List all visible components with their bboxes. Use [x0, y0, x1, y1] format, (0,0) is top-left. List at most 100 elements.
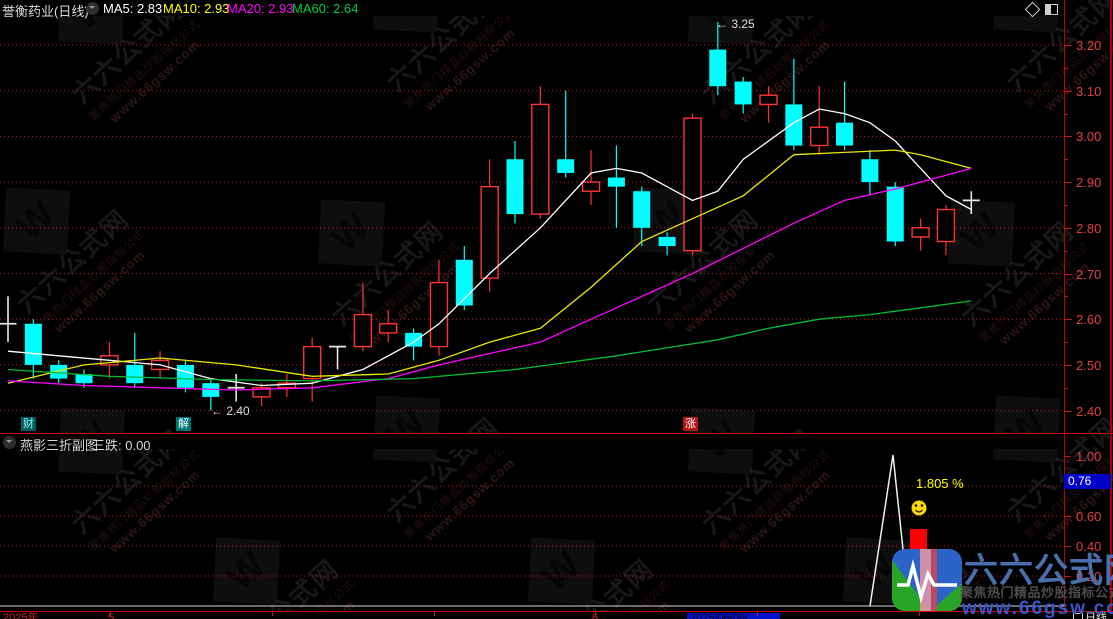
price-label-2.50: 2.50 [1076, 357, 1102, 373]
axis-tick [1064, 387, 1068, 389]
axis-tick [1064, 250, 1068, 252]
low-annotation: ← 2.40 [211, 404, 250, 418]
axis-tick [1064, 456, 1071, 457]
smiley-face-icon [911, 500, 927, 516]
candle [709, 22, 727, 96]
marker-badge-zhang[interactable]: 涨 [683, 417, 698, 431]
high-annotation: ← 3.25 [716, 17, 755, 31]
candle [962, 191, 980, 215]
price-axis-line [1064, 0, 1065, 619]
candle [886, 182, 904, 247]
axis-tick [1064, 159, 1068, 161]
axis-tick [1064, 319, 1072, 321]
date-tick [434, 612, 435, 616]
candle [429, 259, 449, 356]
stock-title: 誉衡药业(日线) [2, 4, 89, 19]
candle [531, 86, 550, 219]
month-label-may: 5 [108, 612, 115, 619]
candle [836, 81, 854, 151]
axis-tick [1064, 546, 1071, 547]
axis-tick [1064, 90, 1072, 92]
chevron-down-icon[interactable] [86, 2, 99, 15]
pulse-logo-icon [892, 549, 962, 611]
sub-chart-header [0, 434, 1064, 449]
candle [557, 90, 575, 178]
date-axis-line [0, 611, 1113, 612]
site-logo: 六六公式网 聚焦热门精品炒股指标公式 www.66gsw.com [890, 546, 1113, 619]
cursor-date-box: 2025/06/09/ [687, 613, 780, 619]
year-label: 2025年 [3, 612, 39, 619]
price-label-3.20: 3.20 [1076, 38, 1102, 53]
axis-tick [1064, 342, 1068, 344]
price-label-2.60: 2.60 [1076, 312, 1102, 328]
candle [202, 378, 220, 411]
price-label-2.80: 2.80 [1076, 220, 1102, 236]
candle [277, 374, 297, 397]
date-tick [272, 612, 273, 616]
candle [734, 76, 752, 114]
candle [785, 58, 803, 151]
ma-line-MA60 [7, 300, 972, 382]
candle [176, 360, 194, 393]
ma-label-ma5: MA5: 2.83 [103, 1, 163, 16]
chevron-down-icon[interactable] [3, 436, 16, 449]
marker-badge-cai[interactable]: 财 [21, 417, 36, 431]
candle [607, 145, 625, 228]
axis-tick [1064, 364, 1072, 366]
axis-tick [1064, 182, 1072, 184]
ma-line-MA10 [7, 149, 972, 384]
candle [50, 360, 68, 384]
period-icon [1073, 613, 1083, 619]
date-tick [595, 612, 596, 616]
price-label-3.00: 3.00 [1076, 129, 1102, 145]
price-label-2.40: 2.40 [1076, 403, 1102, 419]
axis-tick [1064, 113, 1068, 115]
candle [405, 328, 423, 361]
candle [353, 282, 373, 352]
candle [480, 159, 499, 292]
indicator-value: 三跌: 0.00 [92, 438, 151, 453]
price-label-3.10: 3.10 [1076, 83, 1102, 99]
axis-tick [1064, 296, 1068, 298]
sub-value-label-0.20: 0.20 [1076, 569, 1102, 584]
panel-divider-line [0, 433, 1113, 434]
date-tick [110, 612, 111, 616]
candle [658, 232, 676, 256]
split-panel-icon[interactable] [1045, 4, 1058, 15]
candle [303, 337, 322, 402]
candle [581, 150, 601, 205]
ma-line-MA20 [7, 167, 972, 391]
header-bar [0, 0, 1064, 16]
candle [227, 374, 245, 402]
candle [379, 310, 398, 343]
ma-line-MA5 [7, 108, 972, 387]
ma-label-ma20: MA20: 2.93 [227, 1, 294, 16]
axis-tick [1064, 67, 1068, 69]
period-label[interactable]: 日线 [1085, 612, 1107, 619]
logo-site-name: 六六公式网 [964, 552, 1113, 590]
axis-tick [1064, 273, 1072, 275]
candle [75, 369, 93, 388]
sub-value-label-0.40: 0.40 [1076, 539, 1102, 554]
candle [683, 113, 702, 256]
candle [506, 140, 524, 224]
marker-badge-jie[interactable]: 解 [176, 417, 191, 431]
main-chart-canvas [0, 22, 1064, 412]
candle [759, 86, 778, 123]
current-value-badge: 0.76 [1064, 474, 1111, 489]
date-axis-row: 2025年 5 6 2025/06/09/ 日线 [0, 612, 1113, 619]
sub-value-label-1.00: 1.00 [1076, 449, 1102, 464]
axis-tick [1064, 136, 1072, 138]
right-border [1110, 0, 1112, 619]
candle [861, 150, 879, 196]
candle [911, 218, 930, 251]
candle [329, 345, 347, 370]
logo-tagline: 聚焦热门精品炒股指标公式 [960, 585, 1113, 600]
candle [455, 246, 473, 311]
date-tick [757, 612, 758, 616]
ma-label-ma60: MA60: 2.64 [292, 1, 359, 16]
candle [810, 86, 829, 155]
axis-tick [1064, 45, 1072, 46]
sub-value-label-0.60: 0.60 [1076, 509, 1102, 524]
